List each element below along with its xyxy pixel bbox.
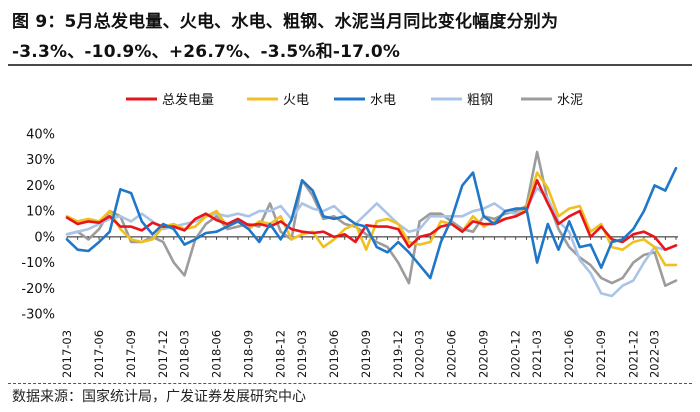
y-tick-label: -30% xyxy=(21,308,55,323)
x-tick-label: 2020-12 xyxy=(509,330,523,378)
x-tick-label: 2020-03 xyxy=(413,330,427,378)
x-tick-label: 2018-09 xyxy=(242,330,256,378)
x-tick-label: 2017-09 xyxy=(124,330,138,378)
title-divider xyxy=(8,64,692,66)
series-line-2 xyxy=(65,171,678,267)
legend-label: 火电 xyxy=(283,93,309,108)
x-tick-label: 2021-03 xyxy=(530,330,544,378)
x-tick-label: 2019-03 xyxy=(295,330,309,378)
figure-title-line-2: -3.3%、-10.9%、+26.7%、-3.5%和-17.0% xyxy=(12,42,401,62)
y-tick-label: 30% xyxy=(26,153,55,168)
x-tick-label: 2020-06 xyxy=(445,330,459,378)
y-tick-label: -10% xyxy=(21,256,55,271)
source-divider xyxy=(8,383,692,384)
y-tick-label: 0% xyxy=(34,230,55,245)
chart-legend: 总发电量 火电 水电 粗钢 水泥 xyxy=(126,92,583,108)
legend-label: 水电 xyxy=(370,93,396,108)
x-tick-label: 2018-06 xyxy=(210,330,224,378)
legend-label: 粗钢 xyxy=(467,93,493,108)
x-tick-label: 2019-06 xyxy=(327,330,341,378)
x-tick-label: 2017-03 xyxy=(60,330,74,378)
x-tick-label: 2017-12 xyxy=(156,330,170,378)
x-axis: 2017-03 2017-06 2017-09 2017-12 2018-03 2018-… xyxy=(60,236,678,378)
x-tick-label: 2022-03 xyxy=(648,330,662,378)
x-tick-label: 2019-09 xyxy=(359,330,373,378)
y-tick-label: 20% xyxy=(26,179,55,194)
y-tick-label: 40% xyxy=(26,128,55,143)
y-tick-label: -20% xyxy=(21,282,55,297)
x-tick-label: 2017-06 xyxy=(92,330,106,378)
figure-title-line-1: 图 9：5月总发电量、火电、水电、粗钢、水泥当月同比变化幅度分别为 xyxy=(12,12,559,32)
x-tick-label: 2019-12 xyxy=(391,330,405,378)
x-tick-label: 2021-12 xyxy=(626,330,640,378)
data-source-note: 数据来源：国家统计局，广发证券发展研究中心 xyxy=(12,389,306,405)
y-tick-label: 10% xyxy=(26,205,55,220)
x-tick-label: 2020-09 xyxy=(477,330,491,378)
x-tick-label: 2021-09 xyxy=(594,330,608,378)
series-line-4 xyxy=(65,186,678,298)
legend-label: 总发电量 xyxy=(162,92,214,108)
legend-label: 水泥 xyxy=(557,93,583,108)
chart-series xyxy=(65,150,678,298)
x-tick-label: 2018-12 xyxy=(274,330,288,378)
series-line-3 xyxy=(65,166,678,280)
x-tick-label: 2018-03 xyxy=(178,330,192,378)
x-tick-label: 2021-06 xyxy=(562,330,576,378)
y-axis: 40% 30% 20% 10% 0% -10% -20% -30% xyxy=(21,128,55,323)
